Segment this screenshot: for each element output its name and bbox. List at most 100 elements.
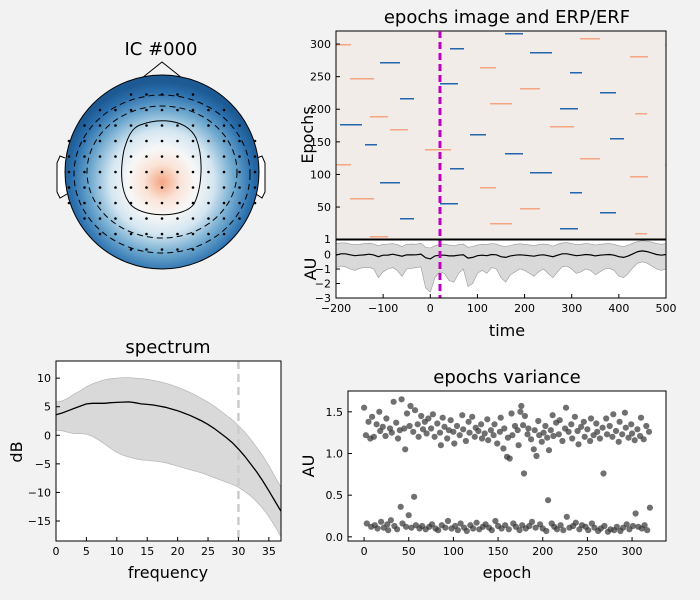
sensor-dot [83, 139, 86, 143]
variance-point [453, 422, 461, 430]
sensor-dot [176, 108, 179, 112]
variance-point [485, 437, 492, 444]
sensor-dot [207, 124, 210, 127]
variance-point [600, 470, 607, 477]
variance-point [619, 431, 626, 438]
sensor-dot [129, 170, 133, 174]
variance-point [411, 493, 418, 500]
variance-x-tick-label: 50 [402, 545, 416, 558]
variance-point [384, 521, 391, 528]
erp-y-tick-label: 0 [324, 249, 331, 262]
variance-point [465, 418, 472, 425]
sensor-dot [98, 186, 102, 189]
variance-point [629, 430, 636, 437]
spectrum-y-tick-label: 5 [44, 401, 51, 414]
variance-point [606, 422, 613, 430]
variance-point [470, 525, 477, 532]
sensor-dot [114, 108, 117, 112]
variance-point [601, 522, 608, 530]
sensor-dot [207, 232, 210, 236]
variance-point [361, 404, 368, 411]
sensor-dot [98, 170, 102, 174]
variance-point [411, 407, 419, 414]
variance-point [506, 455, 513, 462]
spectrum-y-tick-label: −10 [28, 486, 51, 499]
variance-point [475, 427, 482, 435]
variance-point [580, 418, 587, 425]
sensor-dot [222, 124, 226, 127]
variance-point [502, 522, 509, 529]
variance-point [365, 418, 372, 425]
spectrum-x-tick-label: 10 [110, 545, 124, 558]
variance-point [405, 512, 412, 519]
variance-point [545, 447, 553, 454]
variance-point [403, 523, 410, 530]
variance-point [484, 416, 491, 423]
variance-axes [347, 390, 667, 542]
sensor-dot [160, 232, 164, 236]
erp-x-tick-label: 500 [656, 302, 677, 315]
variance-point [439, 414, 446, 421]
variance-point [540, 429, 547, 436]
variance-point [634, 426, 641, 433]
sensor-dot [114, 232, 117, 236]
erp-x-tick-label: −200 [321, 302, 351, 315]
variance-point [640, 436, 647, 443]
topomap-title: IC #000 [124, 39, 197, 60]
variance-point [622, 424, 629, 431]
variance-point [418, 412, 425, 420]
variance-point [621, 409, 629, 416]
variance-point [478, 435, 486, 442]
variance-point [397, 503, 404, 510]
sensor-dot [207, 170, 210, 174]
variance-point [535, 417, 542, 425]
variance-point [423, 430, 430, 437]
variance-point [414, 421, 421, 428]
variance-point [631, 437, 638, 444]
sensor-dot [160, 201, 164, 205]
sensor-dot [222, 170, 226, 174]
spectrum-x-tick-label: 35 [262, 545, 276, 558]
variance-point [569, 435, 576, 442]
variance-point [628, 421, 635, 428]
sensor-dot [83, 124, 86, 127]
variance-y-ticks: 0.0 0.5 1.0 1.5 [326, 406, 352, 544]
variance-point [444, 517, 452, 525]
variance-point [444, 435, 451, 442]
variance-point [394, 435, 402, 442]
sensor-dot [67, 170, 71, 174]
sensor-dot [160, 248, 164, 251]
spectrum-y-tick-label: 10 [37, 372, 51, 385]
variance-point [387, 517, 394, 524]
variance-point [462, 437, 469, 445]
variance-point [562, 404, 570, 411]
variance-point [531, 427, 538, 434]
sensor-dot [253, 139, 257, 143]
sensor-dot [145, 232, 148, 236]
variance-point [454, 527, 461, 534]
spectrum-mean-line [55, 401, 282, 512]
variance-point [457, 520, 464, 527]
sensor-dot [129, 155, 133, 158]
variance-point [402, 446, 409, 453]
spectrum-x-tick-label: 5 [83, 545, 90, 558]
epochs-y-tick-label: 50 [317, 201, 331, 214]
variance-point [406, 422, 413, 430]
sensor-dot [191, 124, 195, 127]
epochs-y-tick-label: 150 [310, 136, 331, 149]
variance-point [643, 422, 650, 430]
sensor-dot [238, 124, 241, 127]
variance-title: epochs variance [433, 367, 580, 388]
variance-y-tick-label: 1.5 [326, 406, 344, 419]
variance-point [584, 426, 591, 433]
variance-point [557, 522, 564, 529]
variance-point [574, 427, 581, 435]
sensor-dot [222, 186, 226, 189]
sensor-dot [238, 201, 241, 205]
head-nose [141, 61, 183, 79]
variance-point [615, 438, 622, 445]
sensor-dot [67, 139, 71, 143]
variance-point [497, 414, 504, 421]
variance-point [585, 527, 592, 534]
spectrum-y-ticks: 10 5 0 −5 −10 −15 [28, 372, 60, 528]
